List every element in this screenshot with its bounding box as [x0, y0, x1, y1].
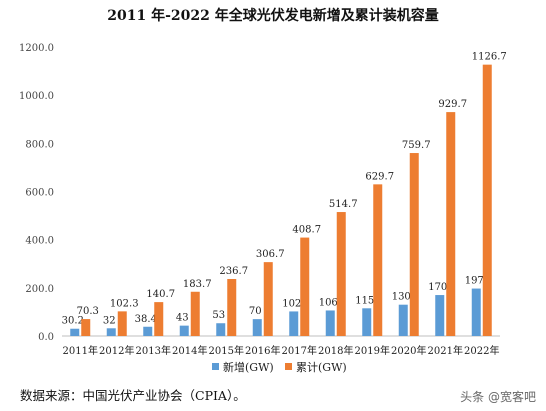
- bar-cumulative: [263, 262, 273, 336]
- legend-swatch: [285, 363, 292, 370]
- legend-swatch: [212, 363, 219, 370]
- data-label-new: 170: [428, 282, 447, 293]
- data-label-cumulative: 514.7: [329, 199, 358, 210]
- data-label-new: 197: [465, 276, 484, 287]
- y-tick-label: 400.0: [25, 236, 54, 247]
- bar-cumulative: [190, 291, 200, 336]
- watermark: 头条 @宽客吧: [460, 390, 536, 404]
- data-label-new: 70: [249, 306, 262, 317]
- bar-cumulative: [482, 64, 492, 337]
- x-tick-label: 2017年: [282, 344, 317, 357]
- y-tick-label: 200.0: [25, 284, 54, 295]
- x-tick-label: 2014年: [172, 344, 207, 357]
- bar-new: [143, 326, 153, 336]
- data-label-cumulative: 759.7: [402, 140, 431, 151]
- bar-new: [179, 325, 189, 336]
- bar-cumulative: [154, 302, 164, 336]
- x-tick-label: 2011年: [63, 344, 98, 357]
- bar-cumulative: [446, 112, 456, 336]
- bar-new: [70, 328, 80, 336]
- legend-label: 累计(GW): [296, 361, 347, 374]
- data-label-new: 130: [392, 292, 411, 303]
- data-source-note: 数据来源：中国光伏产业协会（CPIA）。: [20, 388, 246, 403]
- y-tick-label: 600.0: [25, 188, 54, 199]
- data-label-cumulative: 70.3: [77, 306, 99, 317]
- data-label-cumulative: 306.7: [256, 249, 285, 260]
- data-label-cumulative: 183.7: [183, 279, 212, 290]
- x-tick-label: 2013年: [136, 344, 171, 357]
- data-label-cumulative: 236.7: [219, 266, 248, 277]
- bar-cumulative: [300, 237, 310, 336]
- y-tick-label: 1000.0: [19, 91, 54, 102]
- x-tick-label: 2015年: [209, 344, 244, 357]
- x-tick-label: 2019年: [355, 344, 390, 357]
- chart-title: 2011 年-2022 年全球光伏发电新增及累计装机容量: [107, 8, 439, 24]
- data-label-cumulative: 1126.7: [472, 52, 507, 63]
- legend-label: 新增(GW): [223, 360, 274, 374]
- y-tick-label: 0.0: [38, 332, 54, 343]
- bar-new: [362, 308, 372, 336]
- bar-new: [216, 323, 226, 336]
- data-label-new: 53: [212, 310, 225, 321]
- bar-cumulative: [81, 319, 91, 336]
- x-tick-label: 2016年: [245, 344, 280, 357]
- x-tick-label: 2022年: [464, 344, 499, 357]
- x-tick-label: 2018年: [318, 344, 353, 357]
- data-label-new: 102: [282, 298, 301, 309]
- y-tick-label: 1200.0: [19, 43, 54, 54]
- bar-cumulative: [336, 212, 346, 336]
- bar-new: [289, 311, 299, 336]
- x-tick-label: 2020年: [391, 344, 426, 357]
- bar-cumulative: [117, 311, 127, 336]
- bar-new: [471, 288, 481, 336]
- data-label-new: 43: [176, 313, 189, 324]
- bar-new: [106, 328, 116, 336]
- bar-cumulative: [227, 278, 237, 336]
- bar-new: [325, 310, 335, 336]
- data-label-new: 32: [103, 315, 116, 326]
- x-tick-label: 2021年: [428, 344, 463, 357]
- data-label-cumulative: 408.7: [292, 225, 321, 236]
- data-label-cumulative: 929.7: [438, 99, 467, 110]
- data-label-new: 106: [319, 297, 338, 308]
- bar-new: [398, 304, 408, 336]
- bar-new: [252, 319, 262, 336]
- x-tick-label: 2012年: [99, 344, 134, 357]
- data-label-cumulative: 629.7: [365, 171, 394, 182]
- bar-cumulative: [373, 184, 383, 336]
- bar-new: [435, 295, 445, 336]
- bar-cumulative: [409, 153, 419, 336]
- data-label-new: 115: [355, 295, 374, 306]
- data-label-cumulative: 102.3: [110, 298, 139, 309]
- y-tick-label: 800.0: [25, 139, 54, 150]
- data-label-new: 38.4: [135, 314, 157, 325]
- data-label-new: 30.2: [62, 316, 84, 327]
- data-label-cumulative: 140.7: [146, 289, 175, 300]
